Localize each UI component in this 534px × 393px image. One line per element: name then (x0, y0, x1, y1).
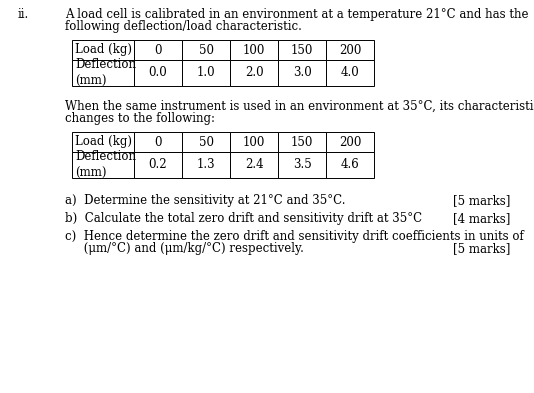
Bar (278, 132, 326, 152)
Text: c)  Hence determine the zero drift and sensitivity drift coefficients in units o: c) Hence determine the zero drift and se… (65, 230, 524, 243)
Text: changes to the following:: changes to the following: (65, 112, 215, 125)
Bar (278, 40, 326, 60)
Bar (72, 152, 134, 178)
Text: 150: 150 (291, 44, 313, 57)
Text: b)  Calculate the total zero drift and sensitivity drift at 35°C: b) Calculate the total zero drift and se… (65, 212, 422, 225)
Text: When the same instrument is used in an environment at 35°C, its characteristic: When the same instrument is used in an e… (65, 100, 534, 113)
Text: [5 marks]: [5 marks] (453, 194, 510, 207)
Bar (134, 132, 182, 152)
Bar (72, 60, 134, 86)
Bar (278, 152, 326, 178)
Text: 100: 100 (243, 136, 265, 149)
Text: 0: 0 (154, 44, 162, 57)
Text: 1.3: 1.3 (197, 158, 215, 171)
Text: 1.0: 1.0 (197, 66, 215, 79)
Text: a)  Determine the sensitivity at 21°C and 35°C.: a) Determine the sensitivity at 21°C and… (65, 194, 345, 207)
Text: 0.0: 0.0 (148, 66, 167, 79)
Text: 3.0: 3.0 (293, 66, 311, 79)
Text: following deflection/load characteristic.: following deflection/load characteristic… (65, 20, 302, 33)
Bar (72, 40, 134, 60)
Text: 150: 150 (291, 136, 313, 149)
Text: 2.4: 2.4 (245, 158, 263, 171)
Text: 3.5: 3.5 (293, 158, 311, 171)
Bar (230, 60, 278, 86)
Bar (72, 132, 134, 152)
Text: 50: 50 (199, 44, 214, 57)
Bar (326, 40, 374, 60)
Bar (182, 152, 230, 178)
Text: 200: 200 (339, 136, 361, 149)
Text: A load cell is calibrated in an environment at a temperature 21°C and has the: A load cell is calibrated in an environm… (65, 8, 529, 21)
Text: [4 marks]: [4 marks] (453, 212, 510, 225)
Text: [5 marks]: [5 marks] (453, 242, 510, 255)
Text: (μm/°C) and (μm/kg/°C) respectively.: (μm/°C) and (μm/kg/°C) respectively. (65, 242, 304, 255)
Text: Deflection
(mm): Deflection (mm) (75, 151, 136, 180)
Text: ii.: ii. (18, 8, 29, 21)
Bar (230, 132, 278, 152)
Text: Load (kg): Load (kg) (75, 44, 132, 57)
Text: 4.0: 4.0 (341, 66, 359, 79)
Bar (182, 60, 230, 86)
Bar (326, 60, 374, 86)
Bar (182, 40, 230, 60)
Text: 100: 100 (243, 44, 265, 57)
Text: 2.0: 2.0 (245, 66, 263, 79)
Text: 0.2: 0.2 (148, 158, 167, 171)
Bar (278, 60, 326, 86)
Bar (134, 152, 182, 178)
Text: 4.6: 4.6 (341, 158, 359, 171)
Bar (134, 40, 182, 60)
Text: 200: 200 (339, 44, 361, 57)
Bar (326, 152, 374, 178)
Text: Deflection
(mm): Deflection (mm) (75, 59, 136, 88)
Bar (182, 132, 230, 152)
Text: 50: 50 (199, 136, 214, 149)
Bar (230, 152, 278, 178)
Text: Load (kg): Load (kg) (75, 136, 132, 149)
Bar (230, 40, 278, 60)
Bar (326, 132, 374, 152)
Bar (134, 60, 182, 86)
Text: 0: 0 (154, 136, 162, 149)
